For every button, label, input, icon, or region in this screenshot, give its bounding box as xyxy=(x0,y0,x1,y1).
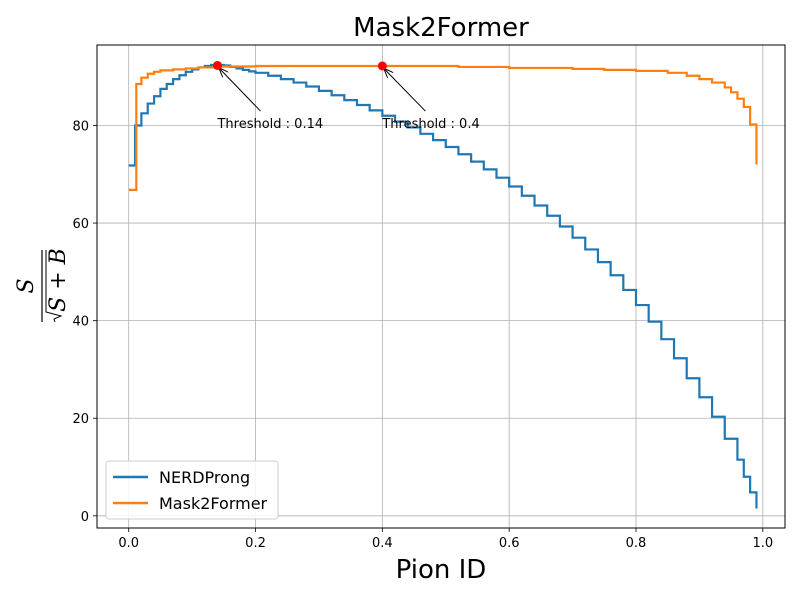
annotations: Threshold : 0.14 Threshold : 0.4 xyxy=(212,60,480,132)
x-tick-label: 1.0 xyxy=(752,536,773,551)
x-tick-label: 0.4 xyxy=(372,536,393,551)
annotation-arrow xyxy=(384,69,426,112)
svg-text:S: S xyxy=(14,278,39,293)
legend-label: Mask2Former xyxy=(159,494,268,513)
threshold-label: Threshold : 0.4 xyxy=(381,117,479,132)
ticks: 0.0 0.2 0.4 0.6 0.8 1.0 0 20 40 60 80 xyxy=(72,120,773,552)
plot-frame xyxy=(96,44,786,529)
grid xyxy=(97,45,785,528)
threshold-marker xyxy=(377,61,387,71)
series-layer xyxy=(128,63,758,509)
legend-label: NERDProng xyxy=(159,468,250,487)
y-tick-label: 20 xyxy=(72,412,89,427)
y-tick-label: 40 xyxy=(72,315,89,330)
series-line-mask2former xyxy=(128,64,758,191)
x-tick-label: 0.2 xyxy=(245,536,266,551)
x-tick-label: 0.6 xyxy=(499,536,520,551)
x-tick-label: 0.8 xyxy=(626,536,647,551)
y-tick-label: 60 xyxy=(72,217,89,232)
x-axis-label: Pion ID xyxy=(396,555,487,585)
y-tick-label: 0 xyxy=(81,510,89,525)
annotation-arrow xyxy=(219,68,261,112)
legend: NERDProng Mask2Former xyxy=(105,460,279,520)
x-tick-label: 0.0 xyxy=(118,536,139,551)
y-axis-label: S S + B xyxy=(14,248,71,323)
legend-box xyxy=(105,460,279,520)
threshold-label: Threshold : 0.14 xyxy=(216,117,323,132)
y-tick-label: 80 xyxy=(72,120,89,135)
threshold-marker xyxy=(212,60,222,70)
chart-title: Mask2Former xyxy=(353,13,529,43)
svg-text:S + B: S + B xyxy=(46,248,71,312)
